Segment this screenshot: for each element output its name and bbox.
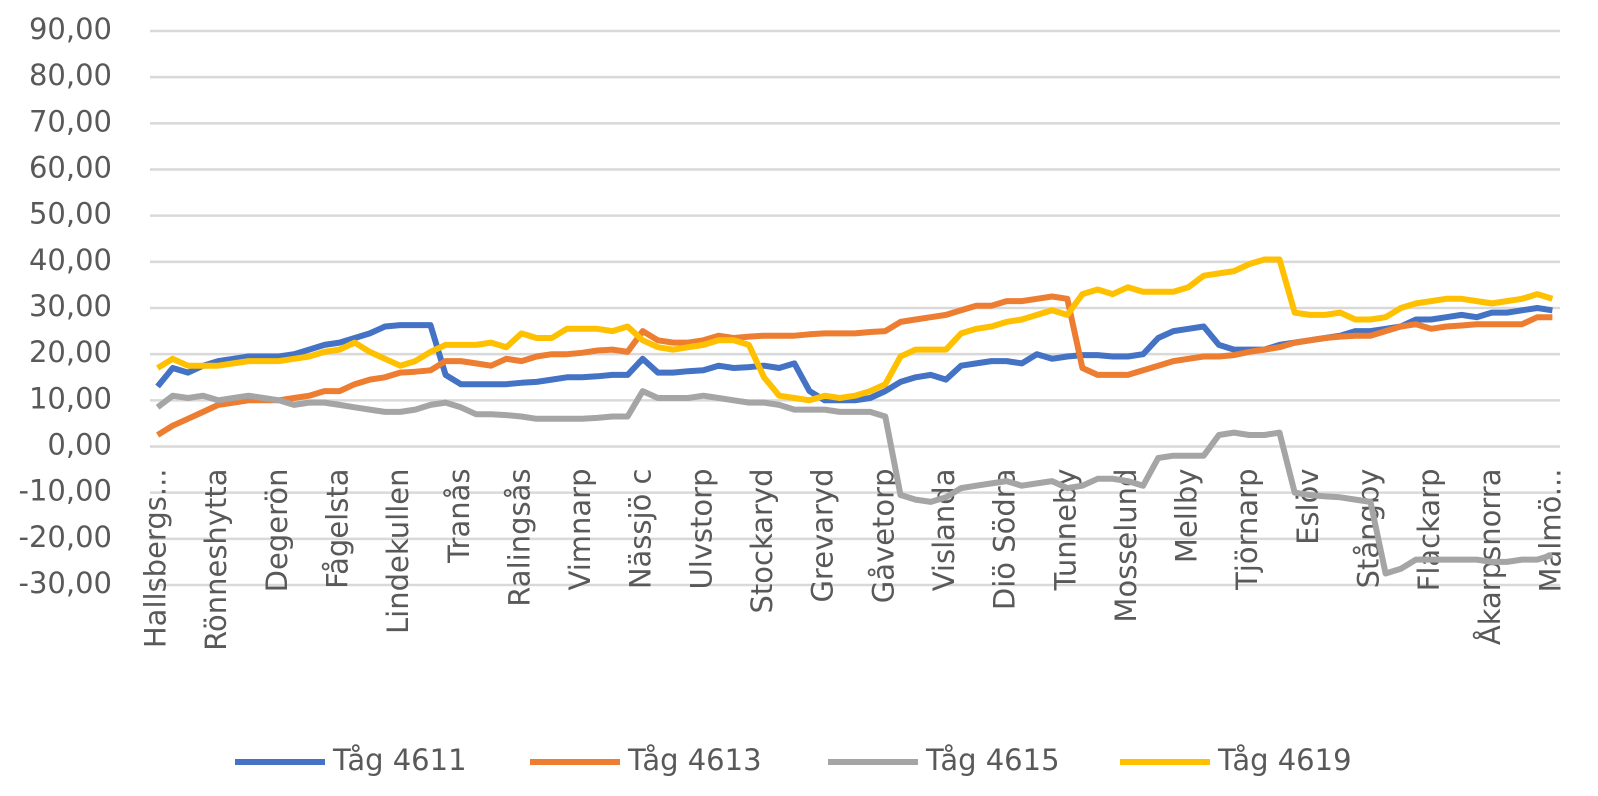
y-tick-label: 0,00 <box>47 428 112 462</box>
x-tick-label: Lindekullen <box>381 468 415 633</box>
series-line <box>156 256 1554 404</box>
x-tick-label: Stockaryd <box>745 469 779 614</box>
x-tick-label: Vimnarp <box>563 469 597 591</box>
x-tick-label: Ralingsås <box>502 469 536 607</box>
y-tick-label: 60,00 <box>29 151 112 185</box>
x-tick-label: Gåvetorp <box>866 469 900 604</box>
x-tick-label: Nässjö c <box>624 469 658 590</box>
y-tick-label: 10,00 <box>29 381 112 415</box>
x-tick-label: Åkarpsnorra <box>1473 469 1507 646</box>
series-line <box>155 388 1554 577</box>
x-tick-label: Diö Södra <box>988 469 1022 611</box>
y-tick-label: 30,00 <box>29 289 112 323</box>
x-tick-label: Ulvstorp <box>684 469 718 590</box>
y-tick-label: 40,00 <box>29 243 112 277</box>
y-tick-label: 90,00 <box>29 12 112 46</box>
legend-label: Tåg 4611 <box>332 743 467 777</box>
x-tick-label: Rönneshytta <box>199 469 233 651</box>
y-tick-label: 70,00 <box>29 104 112 138</box>
legend-label: Tåg 4615 <box>925 743 1060 777</box>
y-tick-label: -30,00 <box>19 566 113 600</box>
y-tick-label: 20,00 <box>29 335 112 369</box>
y-tick-label: 80,00 <box>29 58 112 92</box>
y-tick-label: -20,00 <box>19 520 113 554</box>
x-tick-label: Tjörnarp <box>1230 469 1264 591</box>
legend-label: Tåg 4619 <box>1217 743 1352 777</box>
x-tick-label: Vislanda <box>927 469 961 592</box>
y-tick-label: 50,00 <box>29 197 112 231</box>
x-tick-label: Flackarp <box>1412 469 1446 592</box>
legend-label: Tåg 4613 <box>627 743 762 777</box>
x-tick-label: Mellby <box>1170 469 1204 564</box>
x-tick-label: Degerön <box>260 469 294 593</box>
x-tick-label: Stångby <box>1351 469 1385 589</box>
x-tick-label: Mosselund <box>1109 469 1143 623</box>
x-tick-label: Hallsbergs... <box>139 469 173 649</box>
x-tick-label: Eslöv <box>1291 469 1325 545</box>
x-tick-label: Fågelsta <box>321 469 355 589</box>
series-line <box>156 293 1553 438</box>
x-tick-label: Malmö... <box>1533 469 1567 593</box>
x-tick-label: Grevaryd <box>806 469 840 603</box>
x-tick-label: Tranås <box>442 469 476 564</box>
y-tick-label: -10,00 <box>19 474 113 508</box>
